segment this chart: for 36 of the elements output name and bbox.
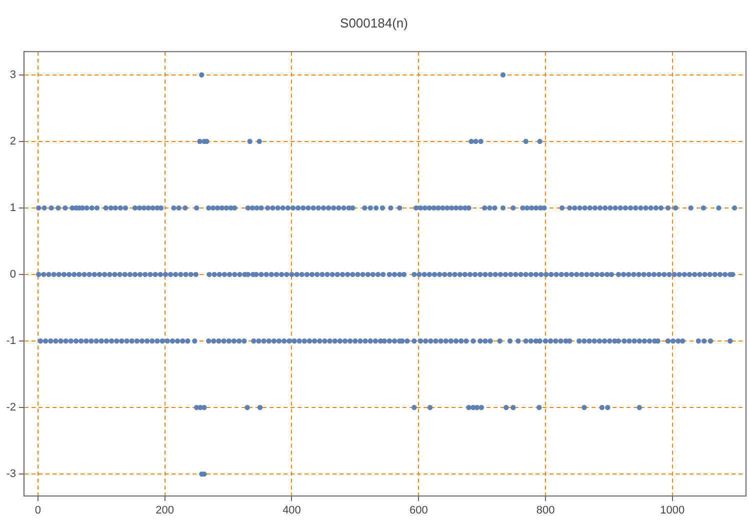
point [605, 404, 610, 410]
point [473, 138, 478, 144]
point [478, 404, 484, 410]
point [256, 138, 262, 144]
y-tick-label: 1 [10, 202, 16, 214]
point [510, 404, 516, 410]
x-tick-label: 400 [282, 504, 301, 517]
y-tick-label: 3 [10, 68, 16, 81]
point [582, 404, 587, 410]
point [468, 138, 474, 144]
x-tick-label: 0 [34, 504, 42, 517]
y-tick-label: 0 [10, 268, 16, 280]
y-tick-label: -3 [6, 468, 16, 480]
point [500, 72, 506, 78]
point [536, 404, 542, 410]
point [599, 404, 605, 410]
x-tick-label: 800 [536, 504, 555, 517]
point [202, 404, 207, 410]
point [504, 404, 509, 410]
y-tick-label: -1 [6, 335, 16, 348]
point [537, 138, 542, 144]
point [257, 404, 263, 410]
point [412, 404, 417, 410]
point [247, 138, 252, 144]
x-tick-label: 600 [409, 504, 428, 517]
chart-title: S000184(n) [340, 15, 408, 30]
point [636, 404, 642, 410]
point [478, 138, 484, 144]
point [427, 404, 433, 410]
point [244, 404, 250, 410]
y-tick-label: 2 [10, 135, 16, 148]
x-tick-label: 200 [156, 504, 174, 517]
y-tick-label: -2 [6, 402, 16, 414]
point [199, 72, 204, 78]
point [523, 138, 528, 144]
x-tick-label: 1000 [660, 504, 685, 517]
